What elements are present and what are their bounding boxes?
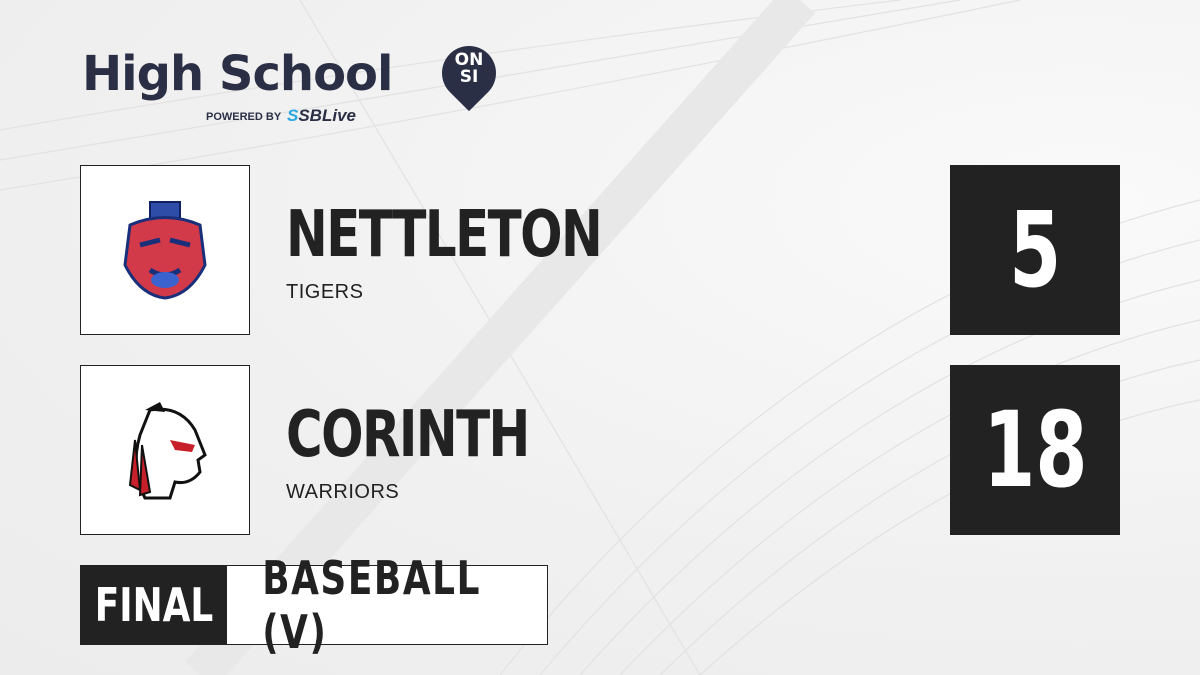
- team-logo-corinth: [80, 365, 250, 535]
- on-si-badge: ON SI: [454, 50, 484, 87]
- team-name-home: NETTLETON: [286, 198, 603, 272]
- sblive-logo: SSBLive: [287, 106, 356, 125]
- brand-title: High School: [82, 46, 393, 102]
- warrior-logo-icon: [128, 402, 207, 500]
- team-name-away: CORINTH: [286, 398, 530, 472]
- team-mascot-home: TIGERS: [286, 281, 364, 303]
- team-mascot-away: WARRIORS: [286, 481, 400, 503]
- score-box-away: 18: [950, 365, 1120, 535]
- sport-label: BASEBALL (V): [262, 551, 481, 659]
- final-badge: FINAL: [81, 566, 227, 644]
- score-box-home: 5: [950, 165, 1120, 335]
- score-away: 18: [982, 389, 1088, 511]
- tiger-logo-icon: [123, 201, 207, 300]
- powered-by-label: POWERED BY: [206, 111, 282, 123]
- game-status-bar: FINAL BASEBALL (V): [80, 551, 548, 659]
- score-home: 5: [1008, 189, 1062, 311]
- team-logo-nettleton: [80, 165, 250, 335]
- high-school-on-si-logo: High School ON SI POWERED BY SSBLive: [82, 34, 508, 132]
